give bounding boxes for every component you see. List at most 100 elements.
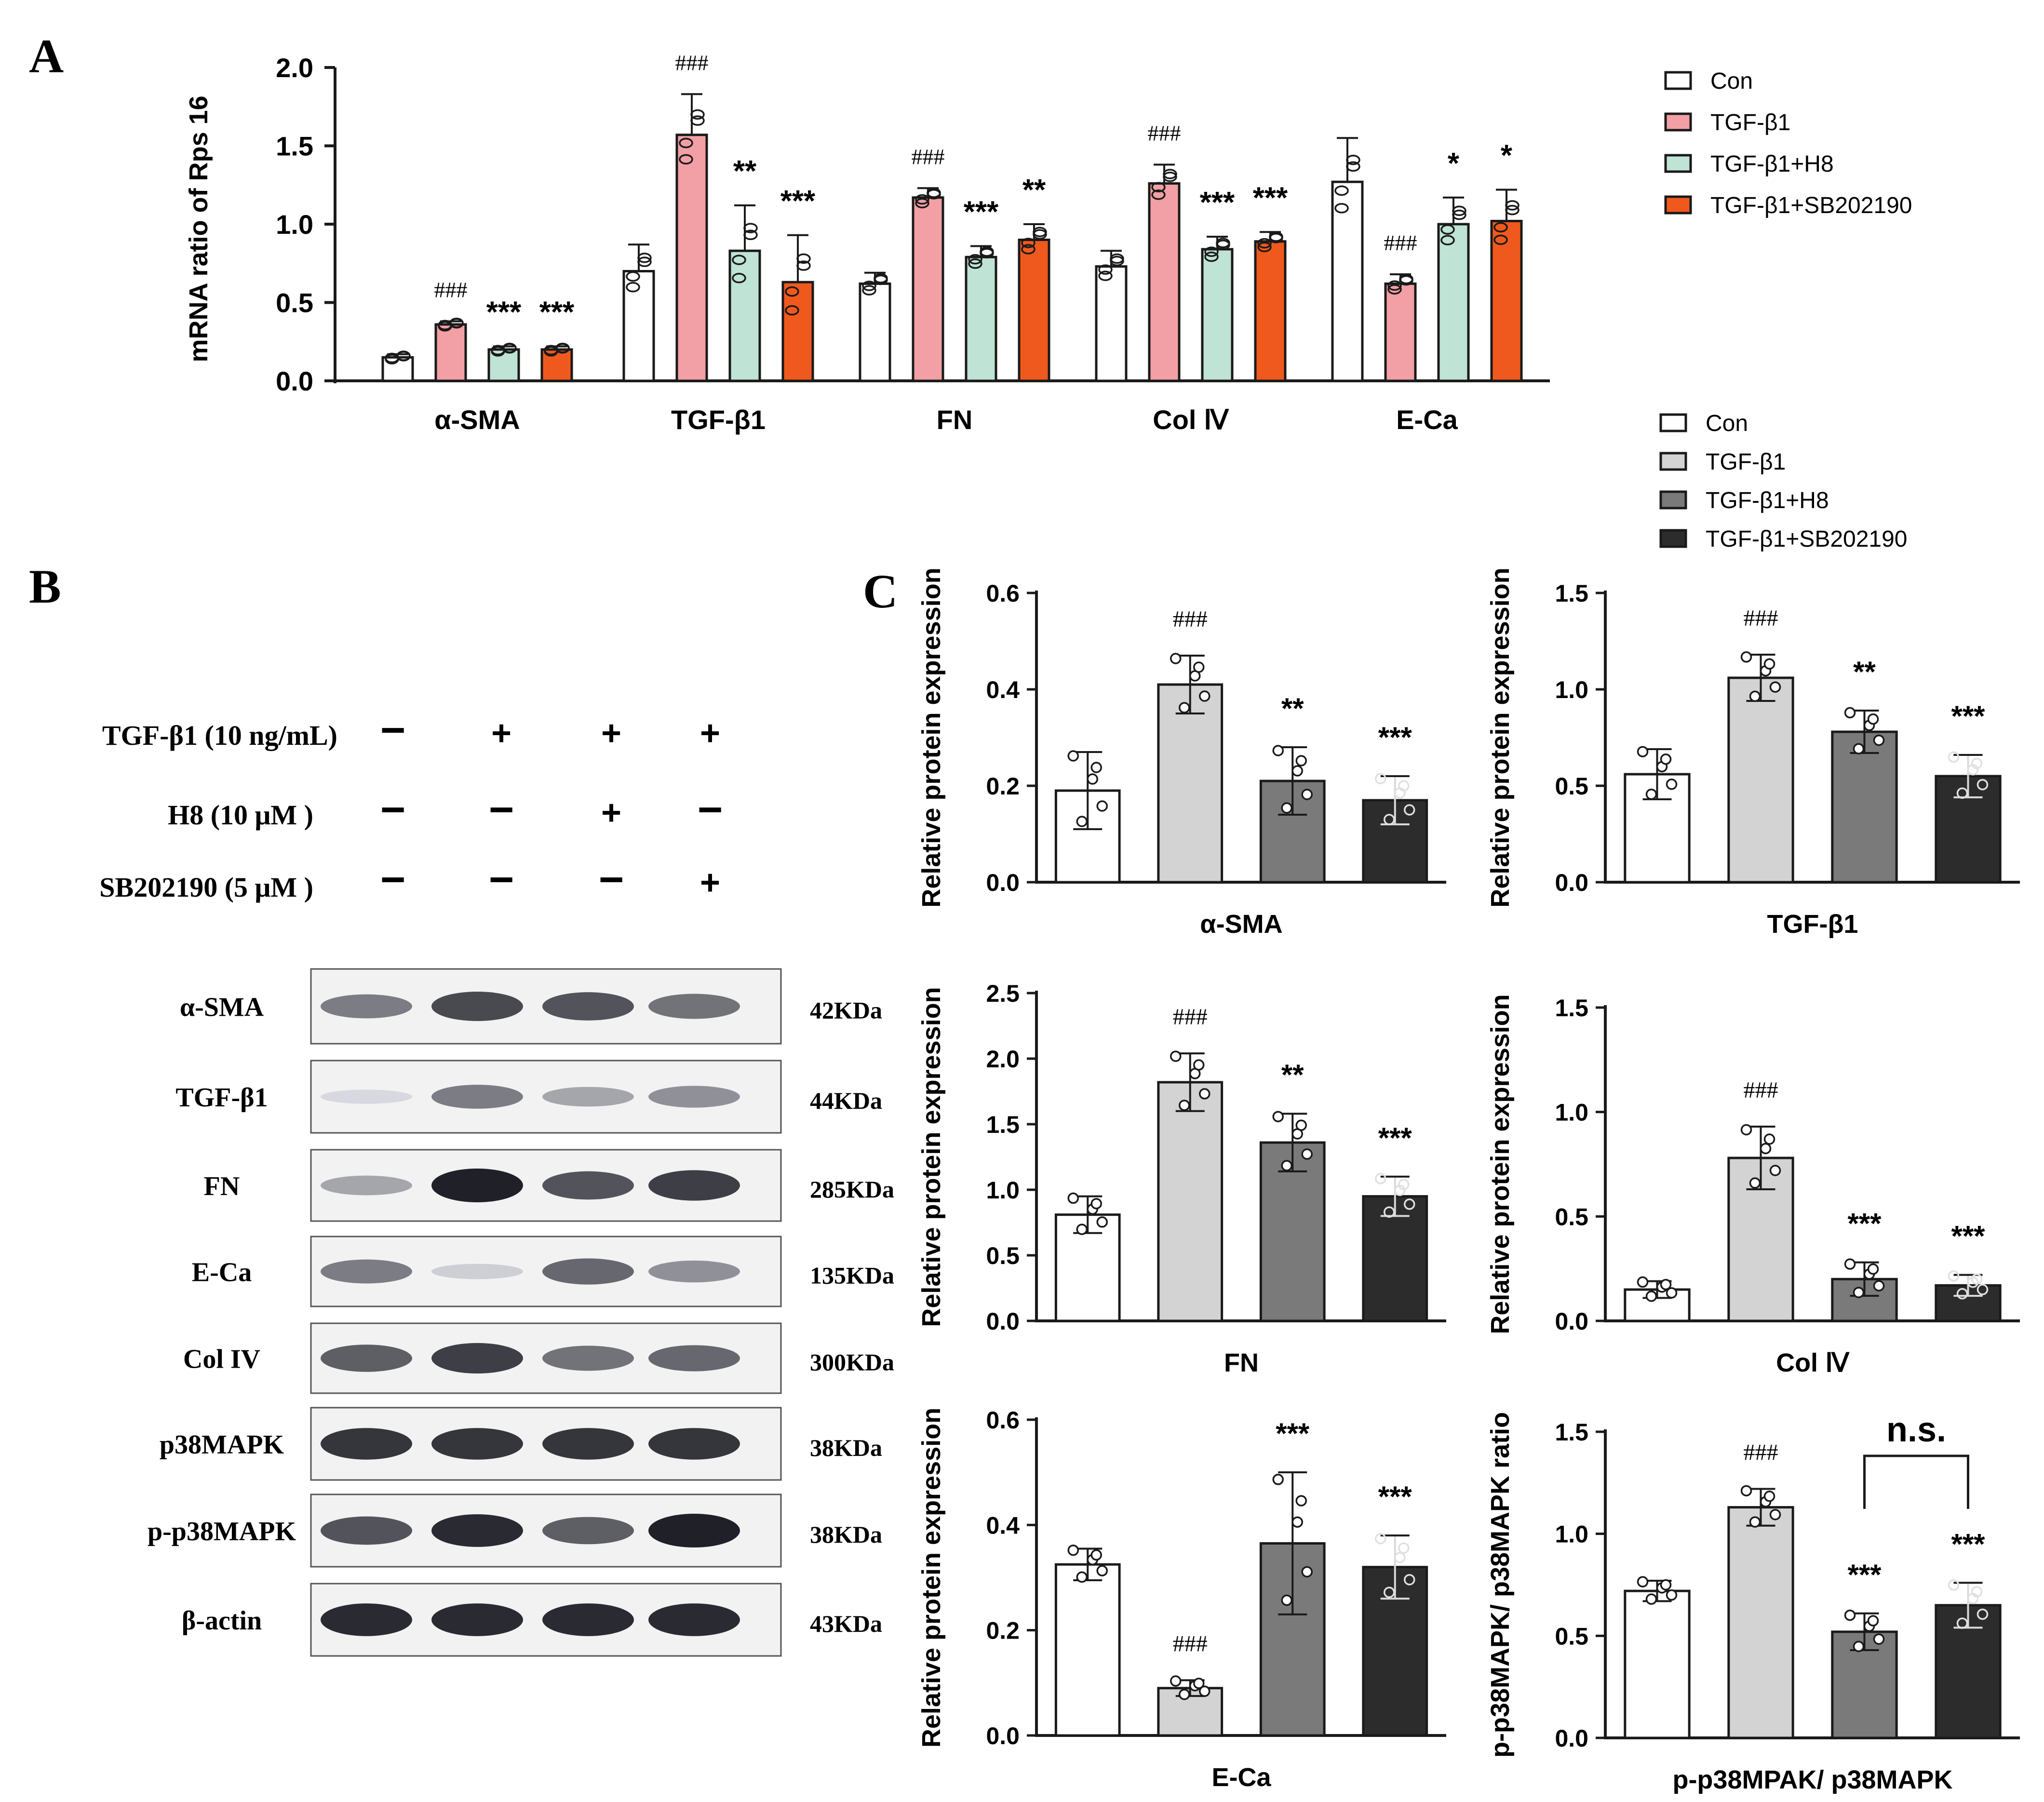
panel-c-bar (1157, 1081, 1224, 1322)
panel-a-data-point (1021, 238, 1035, 248)
blot-size-label: 300KDa (810, 1349, 894, 1376)
blot-band (321, 1516, 412, 1545)
blot-row: α-SMA 42KDa (180, 968, 882, 1045)
panel-a-significance-label: ### (1148, 121, 1181, 146)
panel-a-data-point (396, 351, 411, 362)
panel-c-data-point (1977, 779, 1989, 791)
blot-band (648, 1086, 740, 1108)
blot-band (542, 1258, 634, 1285)
panel-c-data-point (1666, 1287, 1678, 1299)
panel-c-data-point (1660, 1278, 1672, 1291)
panel-c-data-point (1301, 1148, 1313, 1160)
panel-c-bar (1935, 1284, 2002, 1322)
blot-band (648, 1603, 740, 1636)
panel-c-data-point (1956, 787, 1968, 799)
panel-c-significance-label: ** (1853, 656, 1876, 688)
panel-c-y-tick-label: 0.5 (1555, 773, 1588, 800)
panel-c-significance-label: *** (1847, 1208, 1882, 1240)
blot-band (431, 1169, 523, 1202)
blot-row: β-actin 43KDa (182, 1583, 882, 1657)
panel-c-data-point (1844, 1609, 1856, 1621)
panel-c-data-point (1763, 658, 1775, 670)
blot-size-label: 44KDa (810, 1087, 882, 1114)
blot-protein-label: β-actin (182, 1606, 262, 1636)
panel-a-bar (675, 134, 708, 382)
panel-c-data-point (1740, 1124, 1752, 1136)
panel-c-data-point (1090, 762, 1102, 773)
panel-a-data-point (1110, 256, 1124, 267)
panel-a-bar (1384, 282, 1417, 382)
panel-a-data-point (555, 343, 570, 354)
panel-a-significance-label: *** (964, 196, 999, 229)
panel-c-data-point (1763, 1133, 1775, 1145)
panel-c-x-axis-label: TGF-β1 (1767, 910, 1858, 939)
panel-a-legend-label-tgf: TGF-β1 (1710, 110, 1790, 135)
panel-c-y-tick-label: 0.0 (1555, 1308, 1588, 1335)
panel-c-data-point (1384, 1587, 1395, 1598)
panel-c-data-point (1853, 1287, 1865, 1298)
panel-c-data-point (1179, 702, 1190, 713)
blot-band (431, 1343, 523, 1374)
panel-a-y-tick-label: 1.0 (276, 209, 313, 240)
panel-c-bar (1727, 1506, 1794, 1739)
panel-a-legend-swatch-con (1664, 71, 1692, 90)
panel-c-data-point (1090, 1549, 1102, 1561)
panel-c-data-point (1948, 751, 1960, 763)
panel-a-data-point (1098, 270, 1113, 281)
panel-c-data-point (1281, 802, 1292, 814)
blot-band (431, 1514, 523, 1547)
panel-c-data-point (1199, 1685, 1210, 1697)
panel-c-x-axis-label: p-p38MPAK/ p38MAPK (1672, 1765, 1952, 1794)
panel-a-y-tick-label: 1.5 (276, 131, 313, 161)
blot-band (431, 1428, 523, 1460)
treatment-sign: + (601, 714, 621, 753)
panel-c-significance-label: *** (1847, 1559, 1882, 1591)
panel-c-x-axis-label: Col Ⅳ (1776, 1348, 1850, 1377)
panel-a-data-point (1021, 244, 1035, 255)
blot-band (321, 1603, 412, 1636)
panel-c-y-tick-label: 0.5 (986, 1242, 1020, 1269)
panel-c-y-tick-label: 1.0 (1555, 1099, 1588, 1126)
panel-c-y-tick-label: 1.0 (986, 1177, 1020, 1204)
panel-c-data-point (1749, 1177, 1761, 1189)
blot-size-label: 135KDa (810, 1262, 894, 1289)
panel-a-category-label: E-Ca (1396, 404, 1458, 435)
panel-c-data-point (1076, 816, 1088, 827)
panel-c-data-point (1853, 1641, 1865, 1653)
blot-band (648, 1260, 740, 1283)
panel-a-data-point (502, 343, 517, 354)
panel-c-data-point (1375, 1173, 1386, 1184)
panel-a-significance-label: *** (1253, 181, 1288, 215)
treatment-sign: − (380, 706, 406, 754)
panel-c-x-axis-label: FN (1224, 1348, 1259, 1377)
panel-a-significance-label: *** (1200, 186, 1235, 219)
panel-c-data-point (1281, 1594, 1292, 1606)
panel-c-legend-swatch-sb (1659, 529, 1687, 548)
blot-band (321, 1345, 412, 1372)
panel-a-significance-label: ### (1384, 230, 1417, 255)
blot-band (431, 1264, 523, 1279)
panel-c-bar (1624, 1589, 1691, 1739)
panel-c-data-point (1971, 757, 1983, 769)
panel-c-significance-label: *** (1276, 1417, 1310, 1450)
panel-a-data-point (679, 137, 693, 148)
panel-c-data-point (1076, 1571, 1088, 1583)
panel-c-data-point (1179, 1100, 1190, 1111)
blot-band (648, 994, 740, 1019)
panel-c-y-tick-label: 1.5 (1555, 995, 1588, 1022)
blot-row: Col IV 300KDa (183, 1322, 894, 1394)
blot-row: p-p38MAPK 38KDa (148, 1493, 882, 1568)
panel-c-legend: Con TGF-β1 TGF-β1+H8 TGF-β1+SB202190 (1659, 411, 1908, 552)
panel-c-data-point (1301, 789, 1313, 800)
panel-c-y-axis-label: Relative protein expression (917, 987, 946, 1327)
blot-band (648, 1514, 740, 1547)
blot-size-label: 285KDa (810, 1176, 894, 1203)
panel-b-western-blots: α-SMA 42KDa TGF-β1 44KDa FN 285KDa E-Ca 135KDa C… (148, 968, 894, 1657)
blot-size-label: 43KDa (810, 1610, 882, 1637)
panel-c-data-point (1199, 1088, 1210, 1100)
panel-c-legend-label-con: Con (1706, 411, 1748, 436)
panel-c-bracket (1863, 1454, 1969, 1509)
panel-c-data-point (1844, 1258, 1856, 1270)
panel-c-data-point (1645, 1291, 1657, 1302)
